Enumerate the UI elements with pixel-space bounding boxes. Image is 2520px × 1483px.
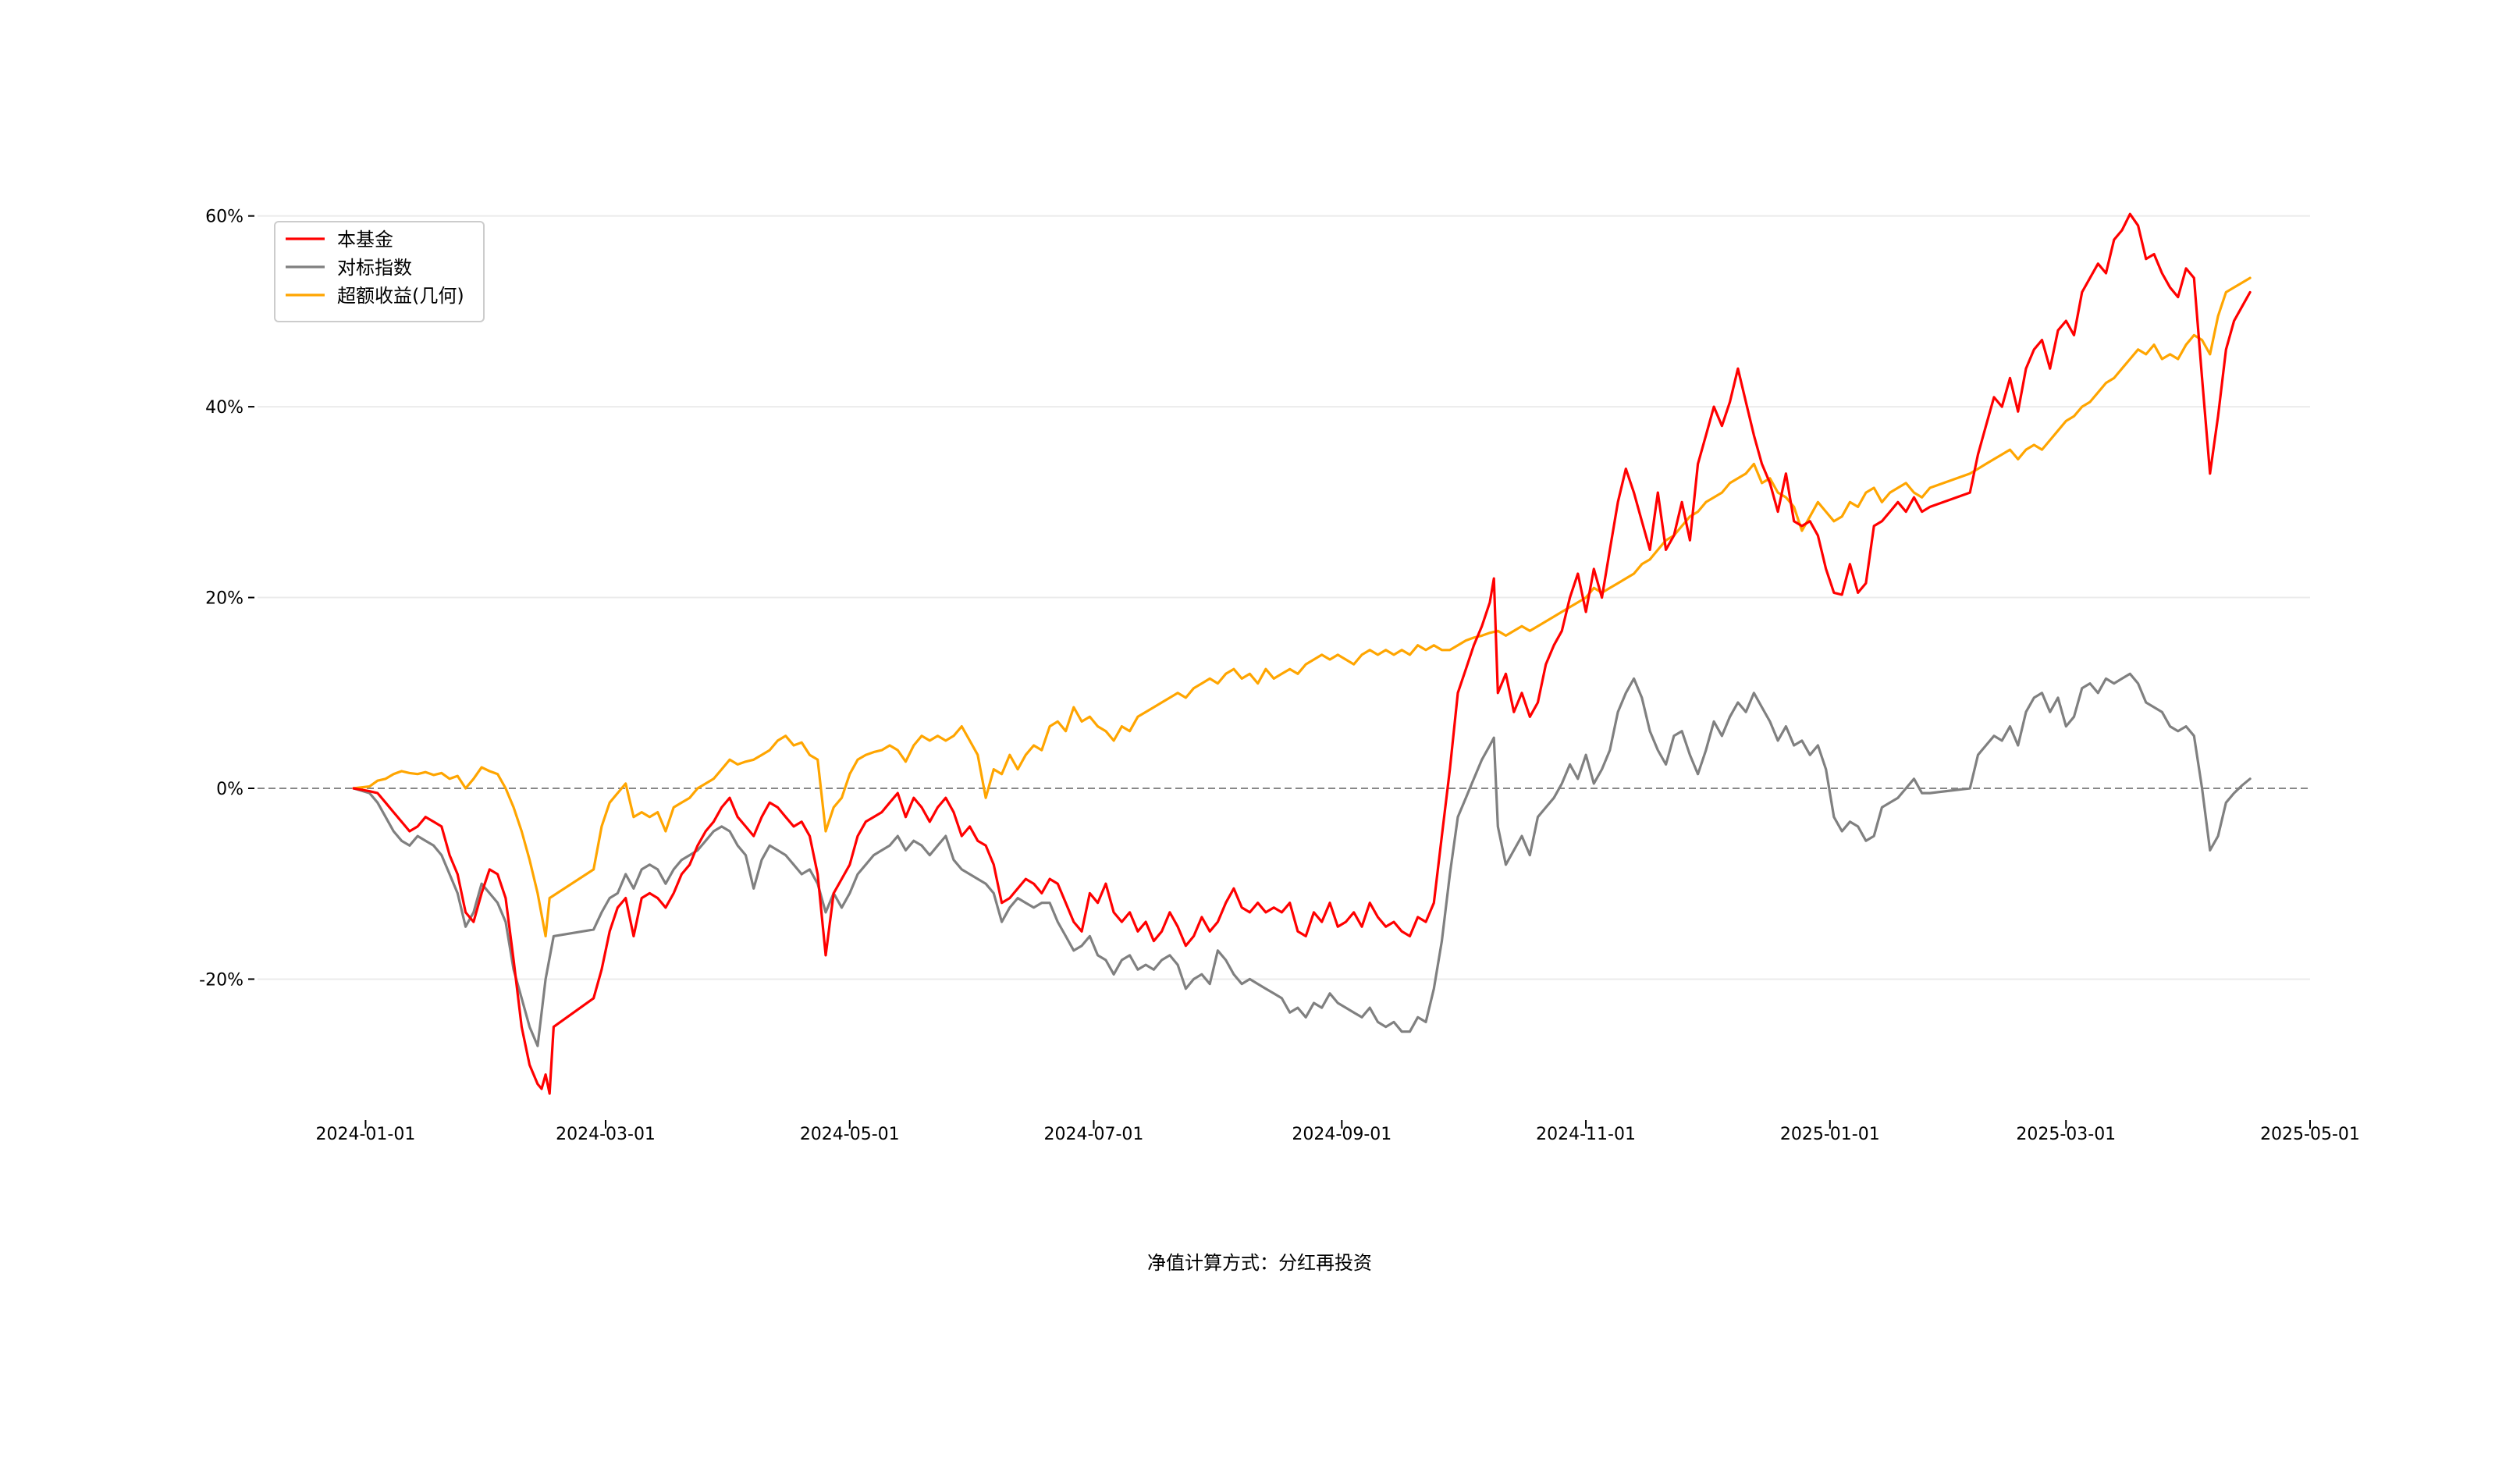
series-layer (352, 212, 2252, 1095)
x-tick-label-2: 2024-05-01 (800, 1125, 900, 1144)
x-tick-label-5: 2024-11-01 (1536, 1125, 1636, 1144)
legend-box (274, 221, 485, 322)
legend-label-1: 对标指数 (337, 257, 412, 279)
y-tick-label-0: -20% (199, 970, 243, 990)
grid-layer (258, 215, 2310, 980)
legend-label-0: 本基金 (337, 229, 393, 251)
y-axis: -20% 0% 20% 40% 60% (199, 208, 254, 990)
x-tick-label-3: 2024-07-01 (1044, 1125, 1144, 1144)
x-tick-label-8: 2025-05-01 (2260, 1125, 2360, 1144)
x-tick-label-1: 2024-03-01 (556, 1125, 656, 1144)
series-line-1 (352, 672, 2252, 1047)
series-line-2 (352, 276, 2252, 938)
series-line-0 (352, 212, 2252, 1095)
legend-label-2: 超额收益(几何) (337, 285, 464, 307)
footnote: 净值计算方式：分红再投资 (1147, 1252, 1372, 1274)
x-tick-label-0: 2024-01-01 (315, 1125, 415, 1144)
y-tick-label-3: 40% (205, 398, 243, 418)
x-tick-label-4: 2024-09-01 (1292, 1125, 1392, 1144)
y-tick-label-2: 20% (205, 589, 243, 609)
x-tick-label-6: 2025-01-01 (1780, 1125, 1880, 1144)
x-axis: 2024-01-01 2024-03-01 2024-05-01 2024-07-01… (315, 1120, 2360, 1144)
y-tick-label-4: 60% (205, 208, 243, 227)
x-tick-label-7: 2025-03-01 (2016, 1125, 2116, 1144)
y-tick-label-1: 0% (216, 780, 243, 799)
